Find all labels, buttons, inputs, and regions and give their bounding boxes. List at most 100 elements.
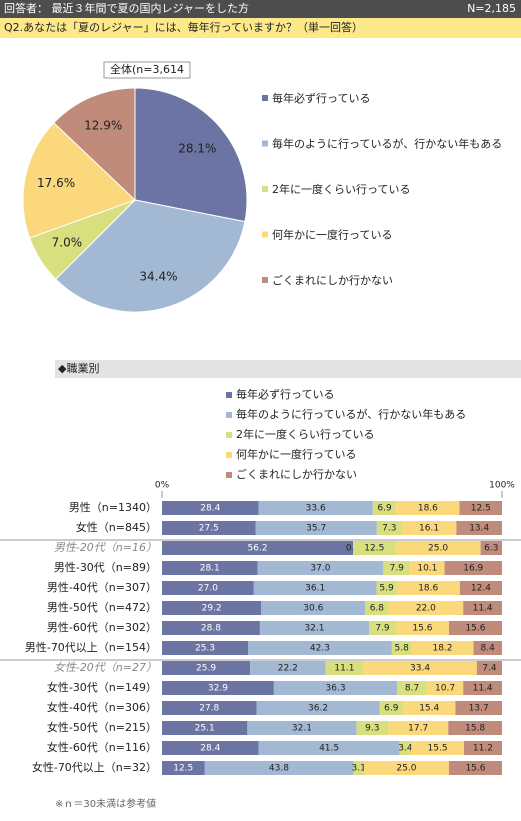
bar-value-label: 12.5 xyxy=(471,504,491,514)
pie-slice xyxy=(22,122,136,239)
bar-value-label: 28.1 xyxy=(200,564,220,574)
bar-value-label: 27.5 xyxy=(199,524,219,534)
bar-value-label: 15.6 xyxy=(465,764,485,774)
bar-segment xyxy=(391,641,412,655)
bar-segment xyxy=(363,661,477,675)
bar-segment xyxy=(396,581,460,595)
row-label: 女性-50代（n=215） xyxy=(47,720,157,734)
bar-value-label: 22.0 xyxy=(416,604,436,614)
bar-value-label: 3.1 xyxy=(352,764,366,774)
bar-segment xyxy=(162,761,205,775)
bar-segment xyxy=(372,501,397,515)
bar-value-label: 10.7 xyxy=(435,684,455,694)
bar-value-label: 35.7 xyxy=(306,524,326,534)
bar-segment xyxy=(365,601,389,615)
pie-label: 17.6% xyxy=(37,176,75,190)
bar-segment xyxy=(162,701,257,715)
bar-segment xyxy=(463,681,502,695)
bar-segment xyxy=(250,661,326,675)
bar-segment xyxy=(456,521,502,535)
bar-segment xyxy=(356,721,389,735)
bar-value-label: 8.7 xyxy=(405,684,419,694)
bar-segment xyxy=(480,541,502,555)
row-label: 女性-60代（n=116） xyxy=(47,740,157,754)
bar-value-label: 11.4 xyxy=(473,604,493,614)
bar-value-label: 6.9 xyxy=(384,704,399,714)
bar-value-label: 25.0 xyxy=(428,544,448,554)
x-tick-label: 100% xyxy=(489,481,515,491)
pie-slice xyxy=(53,87,136,202)
bar-segment xyxy=(325,661,364,675)
bar-segment xyxy=(403,701,456,715)
pie-label: 34.4% xyxy=(139,270,177,284)
bar-segment xyxy=(353,761,364,775)
bar-value-label: 28.4 xyxy=(200,504,220,514)
bar-segment xyxy=(476,661,502,675)
bar-value-label: 33.6 xyxy=(306,504,326,514)
bar-value-label: 56.2 xyxy=(248,544,268,554)
bar-segment xyxy=(376,581,397,595)
bar-segment xyxy=(395,621,449,635)
bar-segment xyxy=(247,721,357,735)
bar-value-label: 32.1 xyxy=(304,624,324,634)
bar-value-label: 7.9 xyxy=(375,624,390,634)
bar-value-label: 18.6 xyxy=(418,584,438,594)
bar-segment xyxy=(162,541,354,555)
bar-value-label: 11.1 xyxy=(334,664,354,674)
bar-segment xyxy=(256,701,380,715)
bar-segment xyxy=(162,521,256,535)
bar-segment xyxy=(448,721,502,735)
bar-segment xyxy=(411,741,464,755)
bar-value-label: 29.2 xyxy=(202,604,222,614)
bar-value-label: 15.6 xyxy=(465,624,485,634)
pie-slice xyxy=(55,199,246,313)
bar-value-label: 37.0 xyxy=(310,564,330,574)
bar-value-label: 36.3 xyxy=(326,684,346,694)
bar-value-label: 25.9 xyxy=(196,664,216,674)
bar-segment xyxy=(257,561,384,575)
bar-value-label: 15.6 xyxy=(412,624,432,634)
bar-segment xyxy=(459,501,502,515)
bar-segment xyxy=(261,601,366,615)
bar-value-label: 3.4 xyxy=(398,744,413,754)
bar-segment xyxy=(411,641,474,655)
bar-segment xyxy=(410,561,445,575)
legend-swatch xyxy=(226,452,232,458)
legend-label: 毎年必ず行っている xyxy=(236,387,334,401)
row-label: 男性-20代（n=16） xyxy=(54,541,157,554)
respondents: 回答者： 最近３年間で夏の国内レジャーをした方 xyxy=(4,1,249,15)
bar-segment xyxy=(258,741,400,755)
bar-value-label: 18.2 xyxy=(432,644,452,654)
bar-value-label: 15.4 xyxy=(419,704,439,714)
legend-label: 2年に一度くらい行っている xyxy=(236,427,374,441)
bar-value-label: 9.3 xyxy=(365,724,379,734)
x-tick-label: 0% xyxy=(155,481,170,491)
footnote: ※ｎ＝30未満は参考値 xyxy=(55,797,156,810)
bar-value-label: 7.3 xyxy=(382,524,396,534)
bar-segment xyxy=(426,681,464,695)
bar-value-label: 7.9 xyxy=(390,564,405,574)
bar-value-label: 18.6 xyxy=(418,504,438,514)
bar-value-label: 15.8 xyxy=(465,724,485,734)
legend-label: 毎年必ず行っている xyxy=(272,91,370,105)
legend-swatch xyxy=(262,277,268,283)
bar-value-label: 27.0 xyxy=(198,584,218,594)
bar-segment xyxy=(399,741,412,755)
bar-segment xyxy=(258,501,373,515)
row-label: 男性（n=1340） xyxy=(69,500,157,514)
bar-value-label: 30.6 xyxy=(303,604,323,614)
bar-segment xyxy=(455,701,502,715)
bar-value-label: 28.8 xyxy=(201,624,221,634)
row-label: 女性（n=845） xyxy=(76,520,157,534)
legend-swatch xyxy=(262,231,268,238)
sample-size: N=2,185 xyxy=(467,2,516,15)
pie-label: 7.0% xyxy=(52,236,83,250)
legend-label: 毎年のように行っているが、行かない年もある xyxy=(236,407,466,421)
bar-segment xyxy=(162,561,258,575)
bar-value-label: 11.4 xyxy=(473,684,493,694)
bar-segment xyxy=(463,741,502,755)
pie-title: 全体(n=3,614 xyxy=(110,62,184,76)
bar-value-label: 13.4 xyxy=(469,524,489,534)
bar-value-label: 25.0 xyxy=(396,764,416,774)
bar-value-label: 41.5 xyxy=(319,744,339,754)
